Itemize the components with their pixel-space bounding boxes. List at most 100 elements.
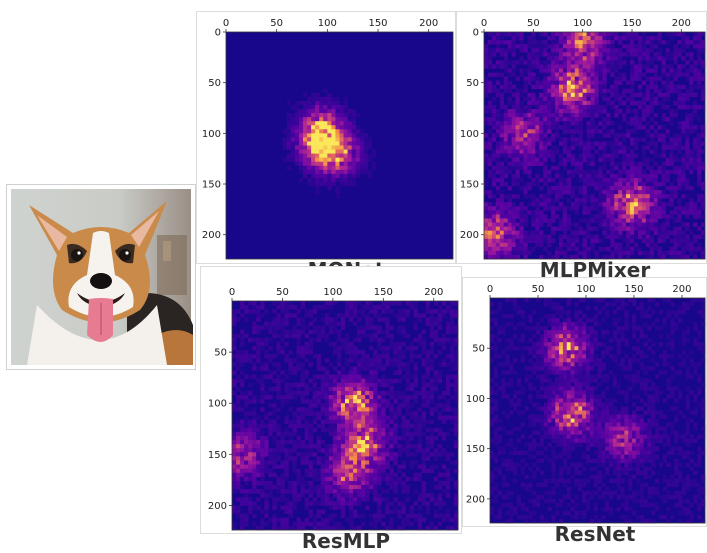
heatmap-cell: [673, 52, 677, 56]
heatmap-cell: [426, 493, 430, 497]
heatmap-cell: [313, 452, 317, 456]
heatmap-cell: [268, 420, 272, 424]
heatmap-cell: [357, 416, 361, 420]
heatmap-cell: [240, 460, 244, 464]
heatmap-cell: [361, 497, 365, 501]
heatmap-cell: [305, 469, 309, 473]
heatmap-cell: [393, 362, 397, 366]
heatmap-cell: [646, 218, 650, 222]
heatmap-cell: [646, 40, 650, 44]
heatmap-cell: [494, 483, 498, 487]
heatmap-cell: [539, 202, 543, 206]
y-tick-label: 200: [460, 230, 479, 241]
heatmap-cell: [494, 515, 498, 519]
heatmap-cell: [677, 202, 681, 206]
heatmap-cell: [500, 210, 504, 214]
heatmap-cell: [622, 251, 626, 255]
heatmap-cell: [677, 73, 681, 77]
heatmap-cell: [516, 105, 520, 109]
heatmap-cell: [321, 407, 325, 411]
heatmap-cell: [610, 60, 614, 64]
heatmap-cell: [496, 146, 500, 150]
heatmap-cell: [393, 391, 397, 395]
heatmap-cell: [389, 309, 393, 313]
heatmap-cell: [365, 432, 369, 436]
heatmap-cell: [571, 77, 575, 81]
heatmap-cell: [579, 231, 583, 235]
heatmap-cell: [547, 44, 551, 48]
heatmap-cell: [602, 52, 606, 56]
heatmap-cell: [260, 313, 264, 317]
heatmap-cell: [563, 109, 567, 113]
heatmap-cell: [520, 125, 524, 129]
heatmap-cell: [662, 150, 666, 154]
heatmap-cell: [587, 137, 591, 141]
heatmap-cell: [685, 206, 689, 210]
heatmap-cell: [500, 105, 504, 109]
heatmap-cell: [543, 133, 547, 137]
heatmap-cell: [587, 113, 591, 117]
heatmap-cell: [369, 436, 373, 440]
heatmap-cell: [256, 456, 260, 460]
heatmap-cell: [488, 231, 492, 235]
heatmap-cell: [673, 44, 677, 48]
heatmap-cell: [244, 395, 248, 399]
heatmap-cell: [488, 251, 492, 255]
heatmap-cell: [662, 93, 666, 97]
heatmap-cell: [377, 395, 381, 399]
heatmap-cell: [523, 186, 527, 190]
heatmap-cell: [571, 133, 575, 137]
heatmap-cell: [618, 174, 622, 178]
heatmap-cell: [512, 141, 516, 145]
x-tick-label: 150: [374, 287, 393, 298]
heatmap-cell: [516, 129, 520, 133]
heatmap-cell: [341, 485, 345, 489]
heatmap-cell: [406, 399, 410, 403]
heatmap-cell: [345, 497, 349, 501]
heatmap-cell: [352, 162, 356, 166]
heatmap-cell: [677, 97, 681, 101]
heatmap-cell: [373, 334, 377, 338]
heatmap-cell: [689, 186, 693, 190]
heatmap-cell: [356, 166, 360, 170]
heatmap-cell: [389, 473, 393, 477]
heatmap-cell: [368, 154, 372, 158]
heatmap-cell: [317, 411, 321, 415]
heatmap-cell: [297, 436, 301, 440]
heatmap-cell: [494, 350, 498, 354]
heatmap-cell: [610, 162, 614, 166]
heatmap-cell: [579, 121, 583, 125]
heatmap-cell: [289, 358, 293, 362]
heatmap-cell: [406, 387, 410, 391]
heatmap-cell: [587, 231, 591, 235]
heatmap-cell: [305, 346, 309, 350]
heatmap-cell: [591, 52, 595, 56]
heatmap-cell: [630, 166, 634, 170]
heatmap-cell: [598, 113, 602, 117]
heatmap-cell: [618, 243, 622, 247]
heatmap-cell: [563, 101, 567, 105]
heatmap-cell: [563, 60, 567, 64]
heatmap-cell: [654, 223, 658, 227]
heatmap-cell: [244, 399, 248, 403]
heatmap-cell: [341, 497, 345, 501]
heatmap-cell: [563, 89, 567, 93]
heatmap-cell: [685, 141, 689, 145]
heatmap-cell: [527, 60, 531, 64]
heatmap-cell: [654, 81, 658, 85]
heatmap-cell: [357, 448, 361, 452]
heatmap-cell: [650, 251, 654, 255]
heatmap-cell: [272, 505, 276, 509]
heatmap-cell: [606, 101, 610, 105]
heatmap-cell: [353, 395, 357, 399]
heatmap-cell: [244, 518, 248, 522]
heatmap-cell: [284, 387, 288, 391]
heatmap-cell: [498, 451, 502, 455]
heatmap-cell: [527, 40, 531, 44]
heatmap-cell: [689, 56, 693, 60]
heatmap-cell: [333, 460, 337, 464]
heatmap-cell: [523, 223, 527, 227]
heatmap-cell: [393, 342, 397, 346]
heatmap-cell: [579, 101, 583, 105]
heatmap-cell: [602, 32, 606, 36]
